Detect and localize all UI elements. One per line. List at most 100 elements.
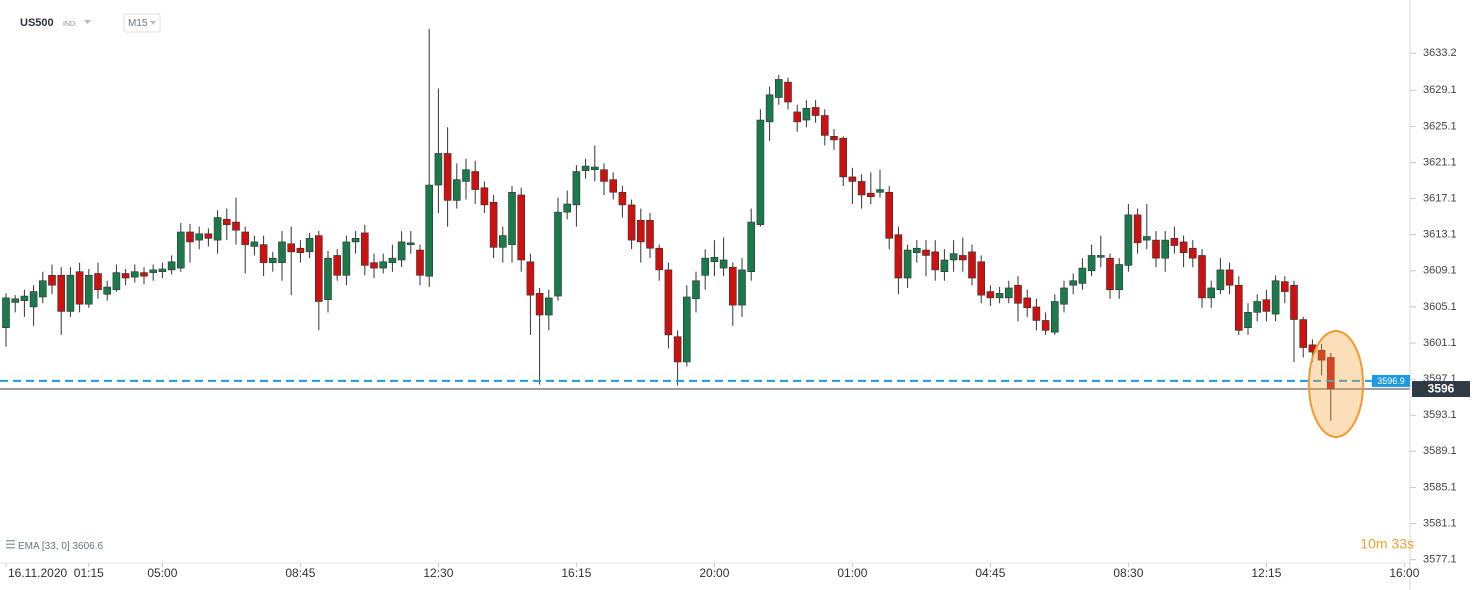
- candle-body: [213, 217, 222, 241]
- y-tick-label: 3609.1: [1423, 265, 1457, 277]
- y-tick-label: 3585.1: [1423, 481, 1457, 493]
- symbol[interactable]: US500: [20, 17, 54, 29]
- candle-body: [618, 191, 627, 206]
- candle-body: [876, 189, 884, 193]
- candle-body: [784, 81, 792, 103]
- interval-arrow[interactable]: [150, 21, 156, 25]
- candle-body: [866, 192, 875, 198]
- candle-body: [912, 247, 921, 254]
- candle-body: [29, 291, 38, 308]
- candle-body: [664, 269, 673, 336]
- x-tick-label: 16.11.2020: [8, 566, 67, 580]
- candle-body: [931, 251, 940, 271]
- candle-body: [627, 204, 636, 241]
- candle-body: [820, 115, 829, 136]
- candle-body: [968, 251, 976, 279]
- candle-body: [1290, 284, 1298, 320]
- y-tick-label: 3613.1: [1423, 229, 1457, 241]
- x-tick-label: 08:30: [1113, 566, 1143, 580]
- candle-body: [204, 233, 213, 239]
- y-tick-label: 3617.1: [1423, 192, 1457, 204]
- candle-body: [360, 232, 369, 266]
- y-tick-label: 3629.1: [1423, 84, 1457, 96]
- candle-body: [572, 171, 581, 206]
- candle-body: [563, 203, 572, 213]
- candle-body: [167, 261, 176, 271]
- candle-body: [1069, 280, 1077, 286]
- candle-body: [1097, 255, 1105, 258]
- candle-body: [48, 275, 56, 286]
- candle-body: [830, 136, 838, 141]
- candle-body: [848, 176, 857, 182]
- candle-body: [140, 272, 148, 277]
- candle-body: [112, 272, 121, 291]
- x-tick-label: 08:45: [285, 566, 315, 580]
- candle-body: [425, 184, 434, 277]
- candle-body: [701, 257, 710, 276]
- price-label-box: [1412, 381, 1470, 398]
- candle-body: [388, 257, 397, 263]
- interval-button[interactable]: [123, 13, 161, 33]
- candle-body: [471, 171, 480, 190]
- candle-body: [1078, 267, 1087, 284]
- interval[interactable]: M15: [128, 18, 148, 29]
- candle-body: [452, 179, 461, 201]
- candle-body: [38, 280, 47, 298]
- candle-body: [296, 247, 305, 254]
- candle-body: [1244, 312, 1252, 328]
- indicator-icon[interactable]: [6, 540, 15, 549]
- candle-body: [1023, 297, 1032, 309]
- dropdown-arrow[interactable]: [84, 20, 91, 24]
- candle-body: [1253, 301, 1261, 313]
- candle-body: [314, 235, 323, 302]
- candle-body: [1106, 257, 1114, 291]
- indicator-name: EMA: [18, 541, 40, 552]
- candle-body: [793, 111, 802, 123]
- candle-body: [121, 273, 130, 279]
- candle-body: [1060, 287, 1068, 305]
- candle-body: [2, 297, 10, 328]
- candle-body: [636, 219, 645, 243]
- candle-body: [20, 295, 29, 301]
- x-tick-label: 01:15: [74, 566, 104, 580]
- candle-body: [719, 259, 728, 269]
- indicator-params: [33, 0]: [42, 541, 70, 552]
- candle-body: [682, 296, 691, 363]
- candle-body: [379, 261, 388, 269]
- candle-body: [1161, 239, 1169, 259]
- candle-body: [958, 255, 967, 261]
- candle-body: [268, 257, 277, 263]
- candle-body: [498, 235, 507, 248]
- x-tick-label: 16:00: [1389, 566, 1419, 580]
- candle-body: [949, 253, 958, 261]
- x-tick-label: 16:15: [561, 566, 591, 580]
- candle-body: [305, 238, 314, 253]
- candle-body: [103, 286, 111, 295]
- candle-body: [480, 187, 489, 206]
- x-tick-label: 05:00: [147, 566, 177, 580]
- candle-body: [1032, 306, 1041, 321]
- countdown: 10m 33s: [1360, 536, 1414, 552]
- candle-body: [692, 280, 700, 300]
- candle-body: [177, 231, 185, 269]
- candle-body: [903, 249, 912, 279]
- candle-body: [1317, 349, 1326, 361]
- candle-body: [232, 221, 240, 231]
- candle-body: [508, 191, 516, 245]
- candle-body: [1299, 319, 1307, 348]
- candle-body: [443, 153, 452, 201]
- candle-body: [1216, 269, 1225, 291]
- y-tick-label: 3581.1: [1423, 517, 1457, 529]
- candle-body: [857, 181, 866, 196]
- x-tick-label: 20:00: [699, 566, 729, 580]
- candle-body: [590, 166, 599, 171]
- candle-body: [1189, 247, 1197, 259]
- price-label: 3596: [1428, 382, 1455, 396]
- candle-body: [1207, 287, 1215, 299]
- candle-body: [1115, 264, 1123, 291]
- candle-body: [802, 108, 811, 121]
- candle-body: [756, 119, 765, 226]
- x-tick-label: 04:45: [975, 566, 1005, 580]
- x-tick-label: 01:00: [837, 566, 867, 580]
